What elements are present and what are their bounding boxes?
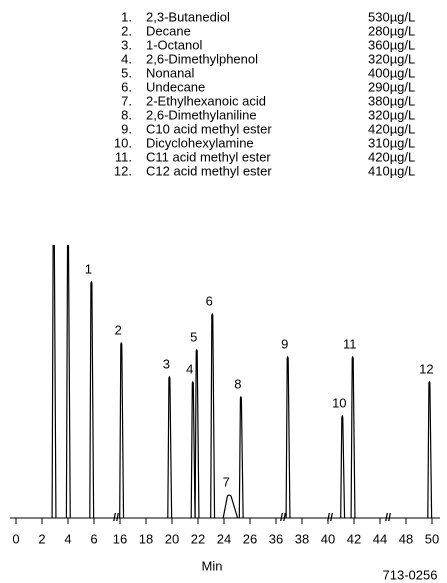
compound-number: 9.: [121, 121, 132, 136]
x-tick-label: 6: [90, 531, 97, 546]
x-tick-label: 2: [38, 531, 45, 546]
compound-amount: 530µg/L: [368, 9, 415, 24]
compound-number: 1.: [121, 9, 132, 24]
svg-text://: //: [385, 512, 391, 524]
peak-label: 5: [190, 329, 197, 344]
legend: 1. 2,3-Butanediol 530µg/L 2. Decane 280µg/L 3.…: [114, 9, 415, 178]
peak-label: 6: [206, 293, 213, 308]
compound-amount: 410µg/L: [368, 163, 415, 178]
peak: [427, 380, 433, 519]
compound-amount: 360µg/L: [368, 37, 415, 52]
compound-amount: 320µg/L: [368, 107, 415, 122]
compound-number: 3.: [121, 37, 132, 52]
compound-name: Dicyclohexylamine: [146, 135, 254, 150]
peak: [65, 245, 71, 519]
peak: [238, 395, 244, 519]
x-tick-label: 0: [12, 531, 19, 546]
compound-number: 4.: [121, 51, 132, 66]
compound-amount: 280µg/L: [368, 23, 415, 38]
compound-name: C11 acid methyl ester: [146, 149, 271, 164]
compound-name: 2,3-Butanediol: [146, 9, 230, 24]
peak-label: 1: [85, 261, 92, 276]
x-tick-label: 42: [347, 531, 361, 546]
peak-label: 3: [163, 356, 170, 371]
x-tick-label: 22: [191, 531, 205, 546]
compound-number: 5.: [121, 65, 132, 80]
peak: [119, 341, 125, 519]
compound-number: 7.: [121, 93, 132, 108]
peak-label: 10: [332, 395, 346, 410]
compound-number: 11.: [115, 149, 132, 164]
svg-text://: //: [113, 512, 119, 524]
peak: [190, 380, 196, 519]
x-tick-label: 48: [399, 531, 413, 546]
compound-number: 8.: [121, 107, 132, 122]
x-tick-label: 4: [64, 531, 71, 546]
compound-number: 6.: [121, 79, 132, 94]
peak: [167, 375, 173, 519]
peak: [51, 245, 57, 519]
peak: [350, 355, 356, 519]
x-tick-label: 50: [425, 531, 439, 546]
plot: [51, 245, 433, 519]
compound-amount: 290µg/L: [368, 79, 415, 94]
peak: [89, 280, 95, 519]
x-tick-label: 16: [113, 531, 127, 546]
x-tick-label: 20: [165, 531, 179, 546]
x-tick-label: 26: [243, 531, 257, 546]
compound-amount: 380µg/L: [368, 93, 415, 108]
x-tick-label: 44: [373, 531, 387, 546]
x-tick-label: 40: [321, 531, 335, 546]
compound-number: 12.: [114, 163, 132, 178]
compound-name: 2-Ethylhexanoic acid: [146, 93, 266, 108]
compound-amount: 420µg/L: [368, 149, 415, 164]
compound-amount: 420µg/L: [368, 121, 415, 136]
compound-name: Decane: [146, 23, 191, 38]
compound-name: 2,6-Dimethylaniline: [146, 107, 257, 122]
axis-breaks: // // // //: [113, 512, 391, 524]
svg-text://: //: [327, 512, 333, 524]
compound-name: C12 acid methyl ester: [146, 163, 272, 178]
compound-name: Undecane: [146, 79, 205, 94]
peak-label: 7: [223, 474, 230, 489]
peak-label: 8: [234, 376, 241, 391]
peak: [340, 414, 346, 519]
peak: [194, 348, 200, 519]
x-tick-label: 38: [295, 531, 309, 546]
compound-name: 1-Octanol: [146, 37, 202, 52]
compound-amount: 310µg/L: [368, 135, 415, 150]
peak: [285, 355, 291, 519]
peak-label: 9: [281, 336, 288, 351]
compound-name: C10 acid methyl ester: [146, 121, 272, 136]
x-tick-label: 18: [139, 531, 153, 546]
peak-label: 12: [419, 361, 433, 376]
x-axis-label: Min: [202, 558, 223, 573]
compound-amount: 400µg/L: [368, 65, 415, 80]
compound-amount: 320µg/L: [368, 51, 415, 66]
compound-number: 10.: [114, 135, 132, 150]
x-tick-label: 24: [217, 531, 231, 546]
peak: [222, 494, 239, 519]
svg-text://: //: [280, 512, 286, 524]
peak: [210, 312, 216, 519]
peak-label: 11: [343, 336, 357, 351]
compound-number: 2.: [121, 23, 132, 38]
peak-label: 4: [186, 361, 193, 376]
peak-label: 2: [115, 322, 122, 337]
x-tick-label: 36: [269, 531, 283, 546]
compound-name: 2,6-Dimethylphenol: [146, 51, 258, 66]
compound-name: Nonanal: [146, 65, 195, 80]
figure-code: 713-0256: [383, 567, 438, 582]
